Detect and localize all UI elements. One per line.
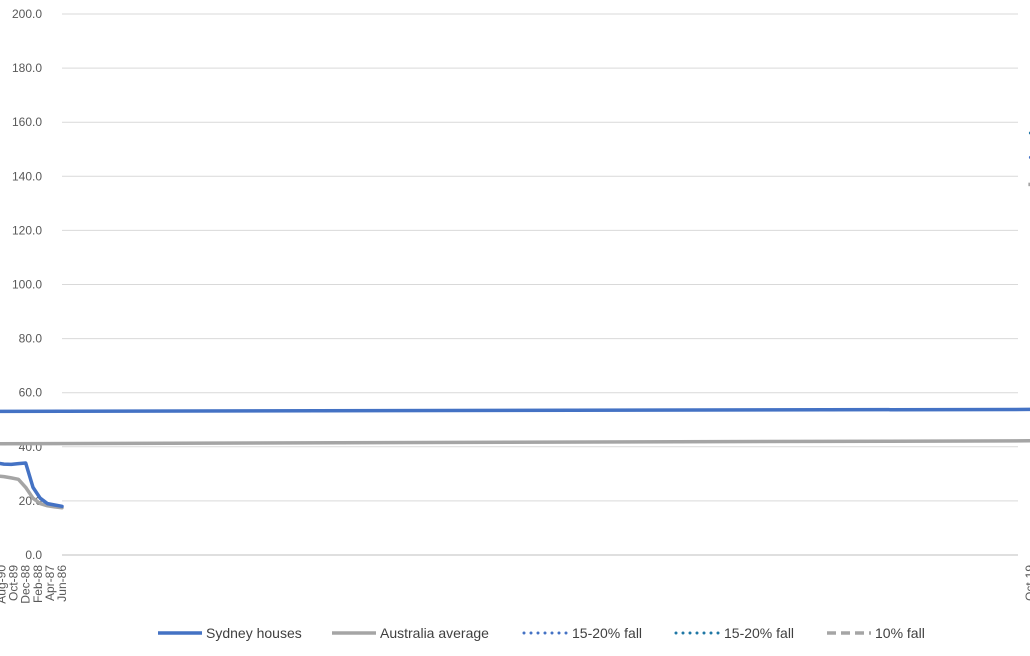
y-tick-label: 80.0 [19,332,43,346]
x-tick-label: Feb-88 [31,565,45,603]
x-tick-label: Dec-88 [19,565,33,604]
x-axis: Jun-86Apr-87Feb-88Dec-88Oct-89Aug-90Jun-… [0,565,1030,604]
series-line [0,439,1030,510]
y-tick-label: 100.0 [12,278,42,292]
x-tick-label: Apr-87 [43,565,57,601]
y-tick-label: 180.0 [12,61,42,75]
legend-label: Sydney houses [206,625,302,641]
y-tick-label: 20.0 [19,494,43,508]
y-tick-label: 120.0 [12,223,42,237]
y-tick-label: 60.0 [19,386,43,400]
x-tick-label: Oct-89 [7,565,21,601]
legend-label: 15-20% fall [572,625,642,641]
y-tick-label: 140.0 [12,169,42,183]
x-tick-label: Jun-86 [55,565,69,602]
legend-label: Australia average [380,625,489,641]
gridlines [62,13,1018,556]
y-tick-label: 200.0 [12,7,42,21]
legend: Sydney houses Australia average 15-20% fal… [158,625,925,641]
series-line [0,407,1030,509]
x-tick-label: Oct-19 [1023,565,1030,601]
legend-label: 10% fall [875,625,925,641]
y-axis: 0.020.040.060.080.0100.0120.0140.0160.01… [12,7,42,562]
y-tick-label: 0.0 [25,548,42,562]
series-lines [0,131,1030,510]
y-tick-label: 160.0 [12,115,42,129]
legend-label: 15-20% fall [724,625,794,641]
x-tick-label: Aug-90 [0,565,8,604]
